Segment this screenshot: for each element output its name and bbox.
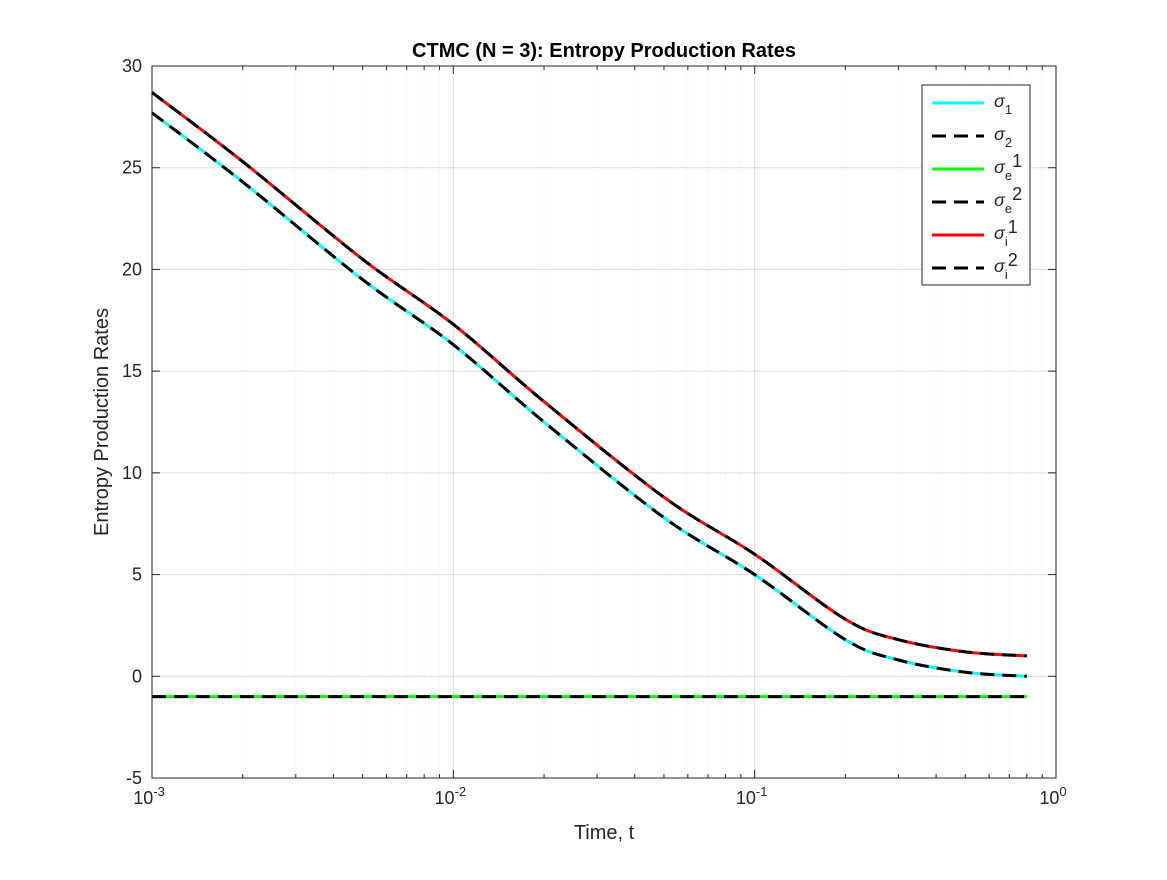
legend-label: σe2 (994, 184, 1022, 216)
x-tick-label: 10-1 (736, 784, 768, 808)
series-lines (151, 91, 1027, 699)
y-tick-label: 5 (132, 565, 142, 585)
tick-marks (151, 65, 1057, 779)
x-axis-label: Time, t (574, 822, 635, 844)
x-tick-label: 10-2 (435, 784, 467, 808)
chart-title: CTMC (N = 3): Entropy Production Rates (412, 40, 796, 62)
y-tick-label: 30 (122, 56, 142, 76)
tick-labels: 10-3 10-2 10-1 100 30 25 20 15 10 5 0 -5 (122, 56, 1067, 808)
axes-box (151, 65, 1057, 779)
y-tick-label: 25 (122, 158, 142, 178)
series-line-6 (151, 91, 1027, 658)
legend-label: σi2 (994, 250, 1018, 282)
grid (152, 66, 1056, 778)
legend-label: σi1 (994, 217, 1018, 249)
y-tick-label: -5 (126, 768, 142, 788)
y-tick-label: 15 (122, 361, 142, 381)
y-tick-label: 0 (132, 666, 142, 686)
legend-label: σ1 (994, 91, 1012, 117)
y-tick-label: 10 (122, 463, 142, 483)
y-tick-label: 20 (122, 259, 142, 279)
legend-label: σe1 (994, 151, 1022, 183)
x-tick-label: 10-3 (133, 784, 165, 808)
series-line-2 (151, 111, 1027, 678)
legend-box (921, 84, 1031, 286)
legend-label: σ2 (994, 124, 1012, 150)
y-axis-label: Entropy Production Rates (91, 308, 113, 536)
x-tick-label: 100 (1039, 784, 1066, 808)
